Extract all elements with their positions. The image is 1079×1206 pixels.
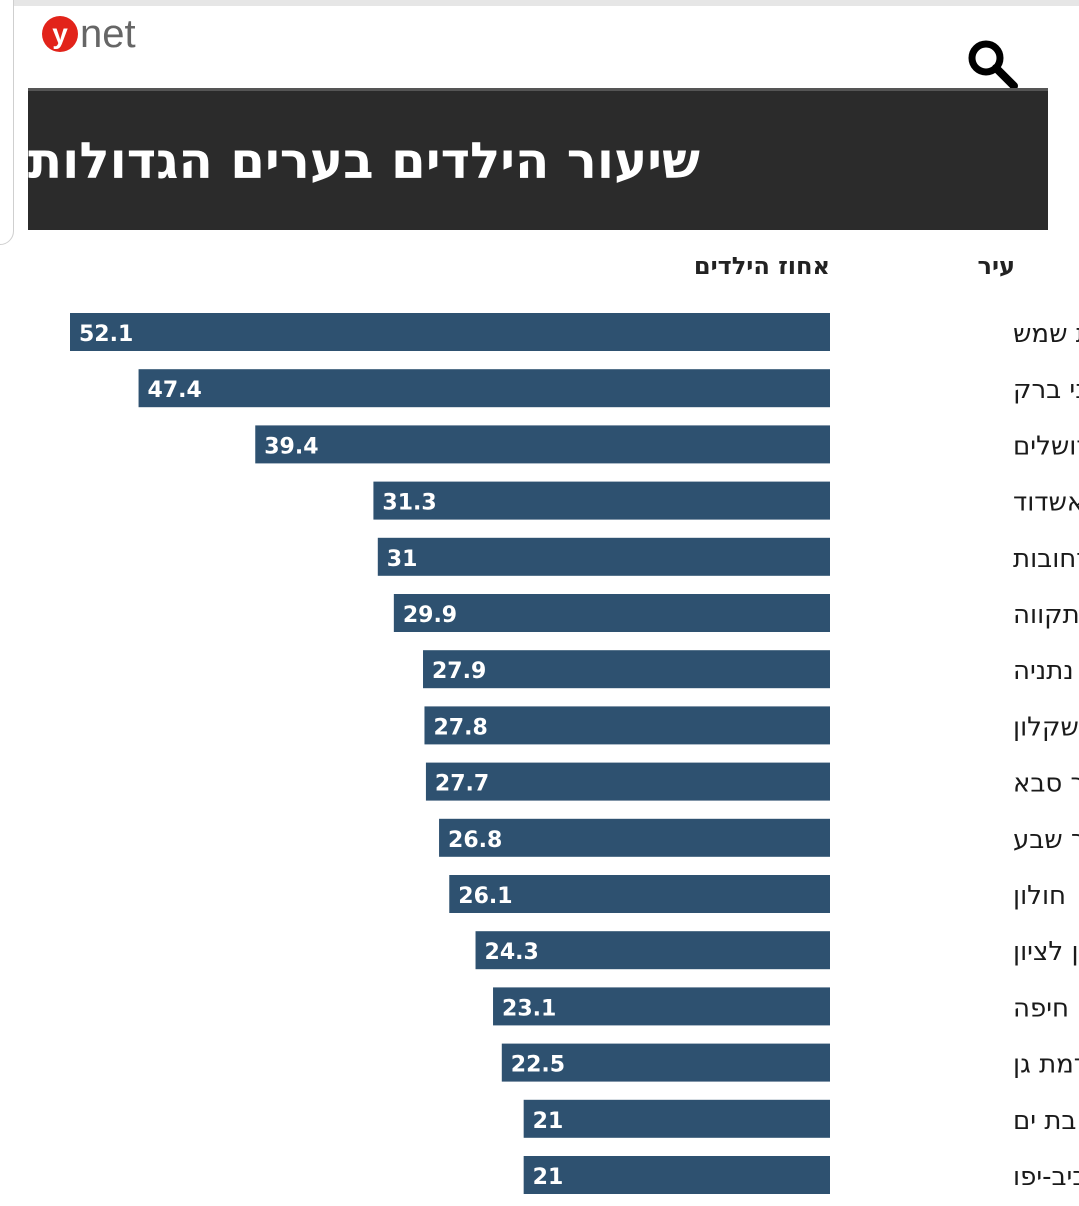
bar-4 [377, 537, 830, 576]
city-label-15: תל אביב-יפו [1013, 1162, 1079, 1192]
bar-12 [493, 987, 830, 1026]
city-label-3: אשדוד [1013, 488, 1079, 518]
bar-value-label-8: 27.7 [435, 772, 489, 797]
city-label-8: כפר סבא [1013, 769, 1079, 799]
logo-text: net [80, 12, 136, 56]
bar-14 [523, 1099, 830, 1138]
column-header-percent: אחוז הילדים [693, 252, 830, 280]
bar-value-label-14: 21 [533, 1109, 564, 1134]
city-label-10: חולון [1013, 881, 1066, 911]
bar-15 [523, 1156, 830, 1194]
city-label-7: אשקלון [1013, 712, 1079, 742]
top-divider [0, 0, 1079, 6]
column-header-city: עיר [977, 252, 1016, 280]
bar-value-label-3: 31.3 [382, 491, 436, 516]
bar-13 [501, 1043, 830, 1082]
bar-3 [373, 481, 830, 520]
city-label-1: בני ברק [1013, 375, 1079, 405]
bar-value-label-0: 52.1 [79, 322, 133, 347]
search-icon[interactable] [962, 34, 1022, 94]
bar-value-label-15: 21 [533, 1165, 564, 1190]
bar-0 [70, 313, 830, 351]
bar-6 [423, 650, 830, 689]
bar-value-label-13: 22.5 [511, 1053, 565, 1078]
bar-5 [393, 594, 830, 632]
logo-mark: y [42, 16, 78, 52]
bar-value-label-6: 27.9 [432, 659, 486, 684]
bar-value-label-5: 29.9 [403, 603, 457, 628]
bar-value-label-10: 26.1 [458, 884, 512, 909]
bar-value-label-7: 27.8 [433, 715, 487, 740]
city-label-12: חיפה [1013, 993, 1069, 1023]
bar-11 [475, 931, 830, 970]
ynet-logo[interactable]: y net [42, 10, 136, 58]
bar-1 [138, 369, 831, 408]
bar-value-label-11: 24.3 [485, 940, 539, 965]
city-label-14: בת ים [1013, 1106, 1076, 1136]
bar-value-label-1: 47.4 [148, 378, 202, 403]
city-label-5: פתח תקווה [1013, 600, 1079, 630]
bar-9 [439, 818, 830, 857]
city-label-11: ראשון לציון [1013, 937, 1079, 967]
bar-value-label-4: 31 [387, 547, 418, 572]
bar-value-label-12: 23.1 [502, 996, 556, 1021]
bar-value-label-9: 26.8 [448, 828, 502, 853]
bar-8 [425, 762, 830, 801]
bar-7 [424, 706, 830, 745]
city-label-9: באר שבע [1013, 825, 1079, 855]
bar-2 [255, 425, 831, 464]
bar-10 [449, 875, 830, 913]
city-label-4: רחובות [1013, 544, 1079, 574]
chart-title-bar: שיעור הילדים בערים הגדולות [28, 88, 1048, 230]
chart-title: שיעור הילדים בערים הגדולות [28, 131, 700, 190]
city-label-6: נתניה [1013, 656, 1074, 686]
city-label-13: רמת גן [1013, 1050, 1079, 1080]
city-label-2: ירושלים [1013, 431, 1079, 461]
bar-value-label-2: 39.4 [264, 434, 318, 459]
city-label-0: בית שמש [1013, 319, 1079, 349]
